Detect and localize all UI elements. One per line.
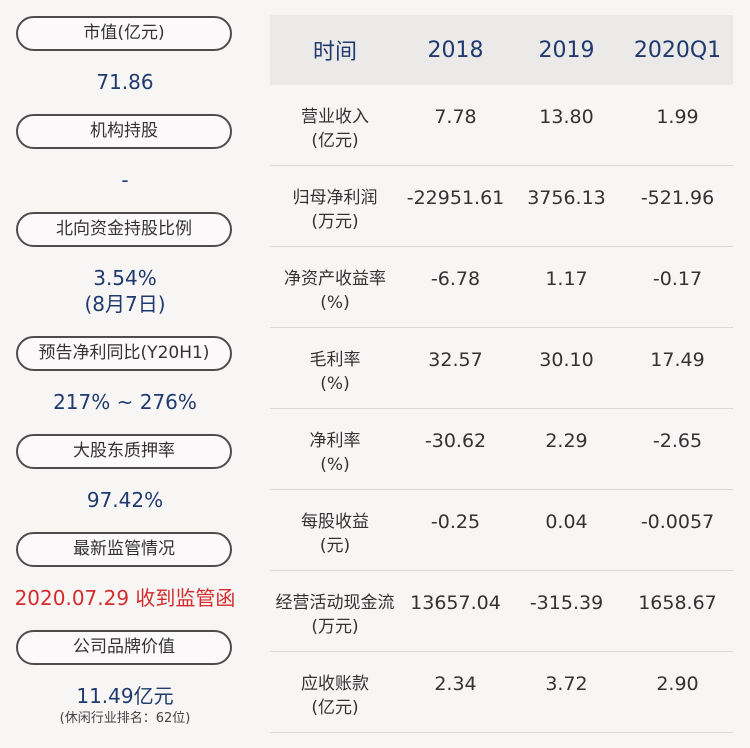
row-label: 营业收入 (亿元) xyxy=(270,85,400,153)
cell-2020q1: -2.65 xyxy=(652,430,703,452)
cell-2020q1: -0.0057 xyxy=(640,511,715,533)
row-label: 净利率 (%) xyxy=(270,409,400,477)
cell-2018: 7.78 xyxy=(434,106,477,128)
metric-unit: (万元) xyxy=(311,212,359,232)
financial-table: 时间 2018 2019 2020Q1 营业收入 (亿元) 7.78 13.80 … xyxy=(270,15,733,733)
metric-name: 净资产收益率 xyxy=(284,269,386,289)
metric-name: 每股收益 xyxy=(301,512,369,532)
pledge-ratio-value: 97.42% xyxy=(86,488,164,512)
metric-name: 净利率 xyxy=(309,431,361,451)
cell-2018: -0.25 xyxy=(430,511,481,533)
row-label: 经营活动现金流 (万元) xyxy=(270,571,400,639)
metric-name: 归母净利润 xyxy=(292,188,378,208)
cell-2020q1: -0.17 xyxy=(652,268,703,290)
northbound-ratio-value: 3.54% xyxy=(93,266,157,290)
metric-unit: (%) xyxy=(320,374,350,394)
header-2018: 2018 xyxy=(427,37,484,63)
metric-unit: (%) xyxy=(320,293,350,313)
table-row: 归母净利润 (万元) -22951.61 3756.13 -521.96 xyxy=(270,166,733,247)
brand-rank-note: (休闲行业排名：62位) xyxy=(59,711,191,726)
table-row: 净利率 (%) -30.62 2.29 -2.65 xyxy=(270,409,733,490)
cell-2019: 0.04 xyxy=(545,511,588,533)
northbound-ratio-date: (8月7日) xyxy=(84,292,166,316)
cell-2020q1: -521.96 xyxy=(640,187,715,209)
northbound-ratio-label: 北向资金持股比例 xyxy=(16,212,232,247)
metric-name: 应收账款 xyxy=(301,674,369,694)
table-header: 时间 2018 2019 2020Q1 xyxy=(270,15,733,85)
cell-2020q1: 1.99 xyxy=(656,106,699,128)
market-cap-label: 市值(亿元) xyxy=(16,16,232,51)
forecast-profit-value: 217% ~ 276% xyxy=(53,390,197,414)
cell-2020q1: 17.49 xyxy=(650,349,705,371)
table-row: 每股收益 (元) -0.25 0.04 -0.0057 xyxy=(270,490,733,571)
institutional-holding-label: 机构持股 xyxy=(16,114,232,149)
stock-summary-panel: 市值(亿元) 71.86 机构持股 - 北向资金持股比例 3.54% (8月7日… xyxy=(0,0,250,748)
cell-2019: -315.39 xyxy=(529,592,604,614)
header-2019: 2019 xyxy=(538,37,595,63)
cell-2019: 3.72 xyxy=(545,673,588,695)
regulatory-status-value: 2020.07.29 收到监管函 xyxy=(14,586,236,610)
metric-name: 营业收入 xyxy=(301,107,369,127)
table-row: 毛利率 (%) 32.57 30.10 17.49 xyxy=(270,328,733,409)
metric-unit: (元) xyxy=(319,536,351,556)
metric-name: 毛利率 xyxy=(309,350,361,370)
table-row: 营业收入 (亿元) 7.78 13.80 1.99 xyxy=(270,85,733,166)
institutional-holding-value: - xyxy=(121,168,129,192)
cell-2018: -6.78 xyxy=(430,268,481,290)
brand-value-label: 公司品牌价值 xyxy=(16,630,232,665)
cell-2019: 1.17 xyxy=(545,268,588,290)
metric-unit: (亿元) xyxy=(311,131,359,151)
metric-unit: (%) xyxy=(320,455,350,475)
row-label: 归母净利润 (万元) xyxy=(270,166,400,234)
cell-2019: 2.29 xyxy=(545,430,588,452)
table-row: 净资产收益率 (%) -6.78 1.17 -0.17 xyxy=(270,247,733,328)
cell-2018: 2.34 xyxy=(434,673,477,695)
metric-name: 经营活动现金流 xyxy=(275,593,395,613)
metric-unit: (亿元) xyxy=(311,698,359,718)
row-label: 毛利率 (%) xyxy=(270,328,400,396)
cell-2018: 13657.04 xyxy=(410,592,501,614)
cell-2019: 13.80 xyxy=(539,106,594,128)
row-label: 应收账款 (亿元) xyxy=(270,652,400,720)
market-cap-value: 71.86 xyxy=(96,70,154,94)
cell-2018: -30.62 xyxy=(424,430,487,452)
row-label: 每股收益 (元) xyxy=(270,490,400,558)
regulatory-status-label: 最新监管情况 xyxy=(16,532,232,567)
cell-2018: -22951.61 xyxy=(406,187,505,209)
cell-2020q1: 2.90 xyxy=(656,673,699,695)
pledge-ratio-label: 大股东质押率 xyxy=(16,434,232,469)
table-row: 应收账款 (亿元) 2.34 3.72 2.90 xyxy=(270,652,733,733)
brand-value-value: 11.49亿元 xyxy=(76,684,174,708)
table-row: 经营活动现金流 (万元) 13657.04 -315.39 1658.67 xyxy=(270,571,733,652)
cell-2019: 30.10 xyxy=(539,349,594,371)
forecast-profit-label: 预告净利同比(Y20H1) xyxy=(16,336,232,371)
cell-2020q1: 1658.67 xyxy=(638,592,717,614)
row-label: 净资产收益率 (%) xyxy=(270,247,400,315)
cell-2018: 32.57 xyxy=(428,349,483,371)
header-2020q1: 2020Q1 xyxy=(633,37,722,63)
metric-unit: (万元) xyxy=(311,617,359,637)
cell-2019: 3756.13 xyxy=(527,187,606,209)
header-time: 时间 xyxy=(312,40,357,65)
